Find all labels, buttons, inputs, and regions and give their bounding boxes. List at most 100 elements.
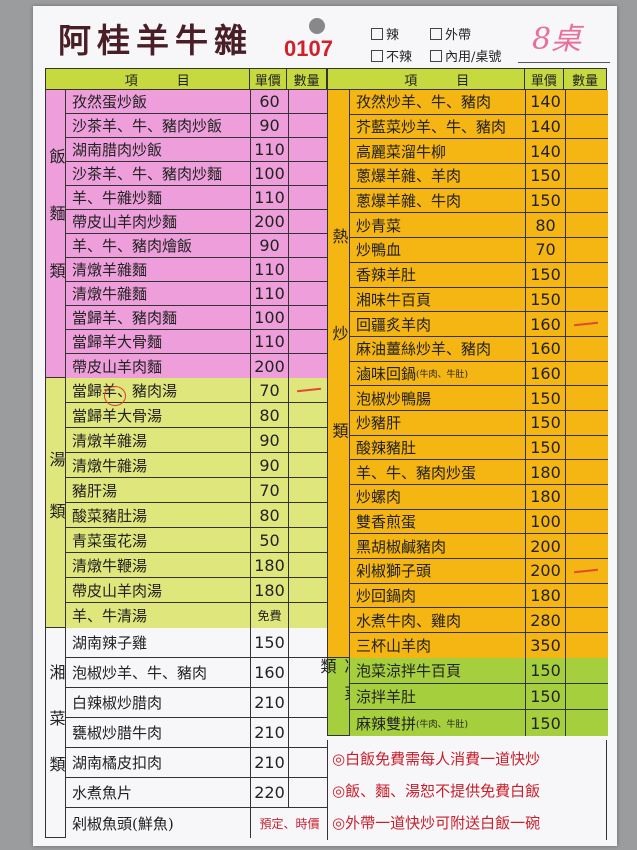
quantity-cell[interactable] xyxy=(289,186,328,209)
menu-row[interactable]: 湖南辣子雞 150 xyxy=(66,628,328,658)
quantity-cell[interactable] xyxy=(289,478,328,502)
quantity-cell[interactable] xyxy=(566,633,608,658)
quantity-cell[interactable] xyxy=(289,453,328,477)
menu-row[interactable]: 孜然蛋炒飯 60 xyxy=(66,90,328,114)
menu-row[interactable]: 當歸羊、豬肉麵 100 xyxy=(66,306,328,330)
menu-row[interactable]: 帶皮山羊肉麵 200 xyxy=(66,354,328,378)
checkbox[interactable] xyxy=(371,49,383,62)
quantity-cell[interactable] xyxy=(566,312,608,336)
quantity-cell[interactable] xyxy=(566,684,608,710)
quantity-cell[interactable] xyxy=(566,509,608,534)
option-dine-in[interactable]: 內用/桌號 xyxy=(430,46,501,65)
quantity-cell[interactable] xyxy=(566,164,608,188)
menu-row[interactable]: 水煮牛肉、雞肉 280 xyxy=(350,608,608,634)
quantity-cell[interactable] xyxy=(289,528,328,552)
quantity-cell[interactable] xyxy=(289,90,328,113)
menu-row[interactable]: 羊、牛雜炒麵 110 xyxy=(66,186,328,210)
quantity-cell[interactable] xyxy=(289,114,328,137)
quantity-cell[interactable] xyxy=(566,188,608,213)
menu-row[interactable]: 炒鴨血 70 xyxy=(350,238,608,263)
quantity-cell[interactable] xyxy=(566,658,608,684)
checkbox[interactable] xyxy=(371,27,383,40)
menu-row[interactable]: 青菜蛋花湯 50 xyxy=(66,528,328,553)
menu-row[interactable]: 羊、牛、豬肉炒蛋 180 xyxy=(350,460,608,485)
menu-row[interactable]: 羊、牛清湯 免費 xyxy=(66,603,328,628)
quantity-cell[interactable] xyxy=(566,583,608,608)
quantity-cell[interactable] xyxy=(289,378,328,402)
menu-row[interactable]: 雙香煎蛋 100 xyxy=(350,509,608,535)
menu-row[interactable]: 酸菜豬肚湯 80 xyxy=(66,503,328,528)
quantity-cell[interactable] xyxy=(566,361,608,386)
menu-row[interactable]: 回疆炙羊肉 160 xyxy=(350,312,608,337)
quantity-cell[interactable] xyxy=(289,330,328,353)
quantity-cell[interactable] xyxy=(566,410,608,435)
quantity-cell[interactable] xyxy=(289,282,328,305)
option-not-spicy[interactable]: 不辣 xyxy=(371,46,412,65)
menu-row[interactable]: 清燉牛雜麵 110 xyxy=(66,282,328,306)
menu-row[interactable]: 麻油薑絲炒羊、豬肉 160 xyxy=(350,336,608,362)
menu-row[interactable]: 芥藍菜炒羊、牛、豬肉 140 xyxy=(350,114,608,140)
quantity-cell[interactable] xyxy=(566,139,608,164)
menu-row[interactable]: 泡椒炒羊、牛、豬肉 160 xyxy=(66,658,328,688)
option-spicy[interactable]: 辣 xyxy=(371,24,399,43)
checkbox[interactable] xyxy=(430,49,442,62)
menu-row[interactable]: 湘味牛百頁 150 xyxy=(350,287,608,313)
menu-row[interactable]: 涼拌羊肚 150 xyxy=(350,684,608,711)
menu-row[interactable]: 蔥爆羊雜、牛肉 150 xyxy=(350,188,608,214)
quantity-cell[interactable] xyxy=(289,748,328,777)
menu-row[interactable]: 酸辣豬肚 150 xyxy=(350,435,608,461)
quantity-cell[interactable] xyxy=(289,628,328,657)
menu-row[interactable]: 泡椒炒鴨腸 150 xyxy=(350,386,608,411)
menu-row[interactable]: 炒青菜 80 xyxy=(350,213,608,239)
quantity-cell[interactable] xyxy=(289,403,328,427)
quantity-cell[interactable] xyxy=(566,336,608,361)
menu-row[interactable]: 炒回鍋肉 180 xyxy=(350,583,608,609)
quantity-cell[interactable] xyxy=(289,162,328,185)
menu-row[interactable]: 湖南橘皮扣肉 210 xyxy=(66,748,328,778)
quantity-cell[interactable] xyxy=(289,234,328,257)
menu-row[interactable]: 當歸羊大骨麵 110 xyxy=(66,330,328,354)
menu-row[interactable]: 三杯山羊肉 350 xyxy=(350,633,608,658)
quantity-cell[interactable] xyxy=(566,262,608,287)
quantity-cell[interactable] xyxy=(289,258,328,281)
menu-row[interactable]: 麻辣雙拼 (牛肉、牛肚) 150 xyxy=(350,710,608,737)
quantity-cell[interactable] xyxy=(289,138,328,161)
menu-row[interactable]: 清燉羊雜麵 110 xyxy=(66,258,328,282)
quantity-cell[interactable] xyxy=(289,503,328,527)
checkbox[interactable] xyxy=(430,27,442,40)
quantity-cell[interactable] xyxy=(566,460,608,484)
menu-row[interactable]: 湖南腊肉炒飯 110 xyxy=(66,138,328,162)
menu-row[interactable]: 泡菜涼拌牛百頁 150 xyxy=(350,658,608,685)
menu-row[interactable]: 滷味回鍋 (牛肉、牛肚) 160 xyxy=(350,361,608,387)
quantity-cell[interactable] xyxy=(289,306,328,329)
menu-row[interactable]: 甕椒炒腊牛肉 210 xyxy=(66,718,328,748)
quantity-cell[interactable] xyxy=(289,603,328,628)
menu-row[interactable]: 豬肝湯 70 xyxy=(66,478,328,503)
menu-row[interactable]: 炒螺肉 180 xyxy=(350,485,608,510)
quantity-cell[interactable] xyxy=(289,688,328,717)
quantity-cell[interactable] xyxy=(566,386,608,410)
menu-row[interactable]: 剁椒魚頭(鮮魚) 預定、時價 xyxy=(66,808,328,838)
quantity-cell[interactable] xyxy=(566,287,608,312)
quantity-cell[interactable] xyxy=(289,778,328,807)
menu-row[interactable]: 孜然炒羊、牛、豬肉 140 xyxy=(350,90,608,115)
menu-row[interactable]: 帶皮山羊肉炒麵 200 xyxy=(66,210,328,234)
quantity-cell[interactable] xyxy=(566,90,608,114)
quantity-cell[interactable] xyxy=(289,428,328,452)
menu-row[interactable]: 剁椒獅子頭 200 xyxy=(350,559,608,584)
quantity-cell[interactable] xyxy=(289,658,328,687)
quantity-cell[interactable] xyxy=(566,534,608,559)
quantity-cell[interactable] xyxy=(566,710,608,737)
menu-row[interactable]: 炒豬肝 150 xyxy=(350,410,608,436)
menu-row[interactable]: 清燉羊雜湯 90 xyxy=(66,428,328,453)
menu-row[interactable]: 清燉牛雜湯 90 xyxy=(66,453,328,478)
menu-row[interactable]: 清燉牛鞭湯 180 xyxy=(66,553,328,578)
quantity-cell[interactable] xyxy=(566,435,608,460)
quantity-cell[interactable] xyxy=(289,210,328,233)
menu-row[interactable]: 黑胡椒鹹豬肉 200 xyxy=(350,534,608,560)
quantity-cell[interactable] xyxy=(289,718,328,747)
menu-row[interactable]: 白辣椒炒腊肉 210 xyxy=(66,688,328,718)
menu-row[interactable]: 沙茶羊、牛、豬肉炒飯 90 xyxy=(66,114,328,138)
quantity-cell[interactable] xyxy=(566,608,608,633)
quantity-cell[interactable] xyxy=(289,354,328,378)
